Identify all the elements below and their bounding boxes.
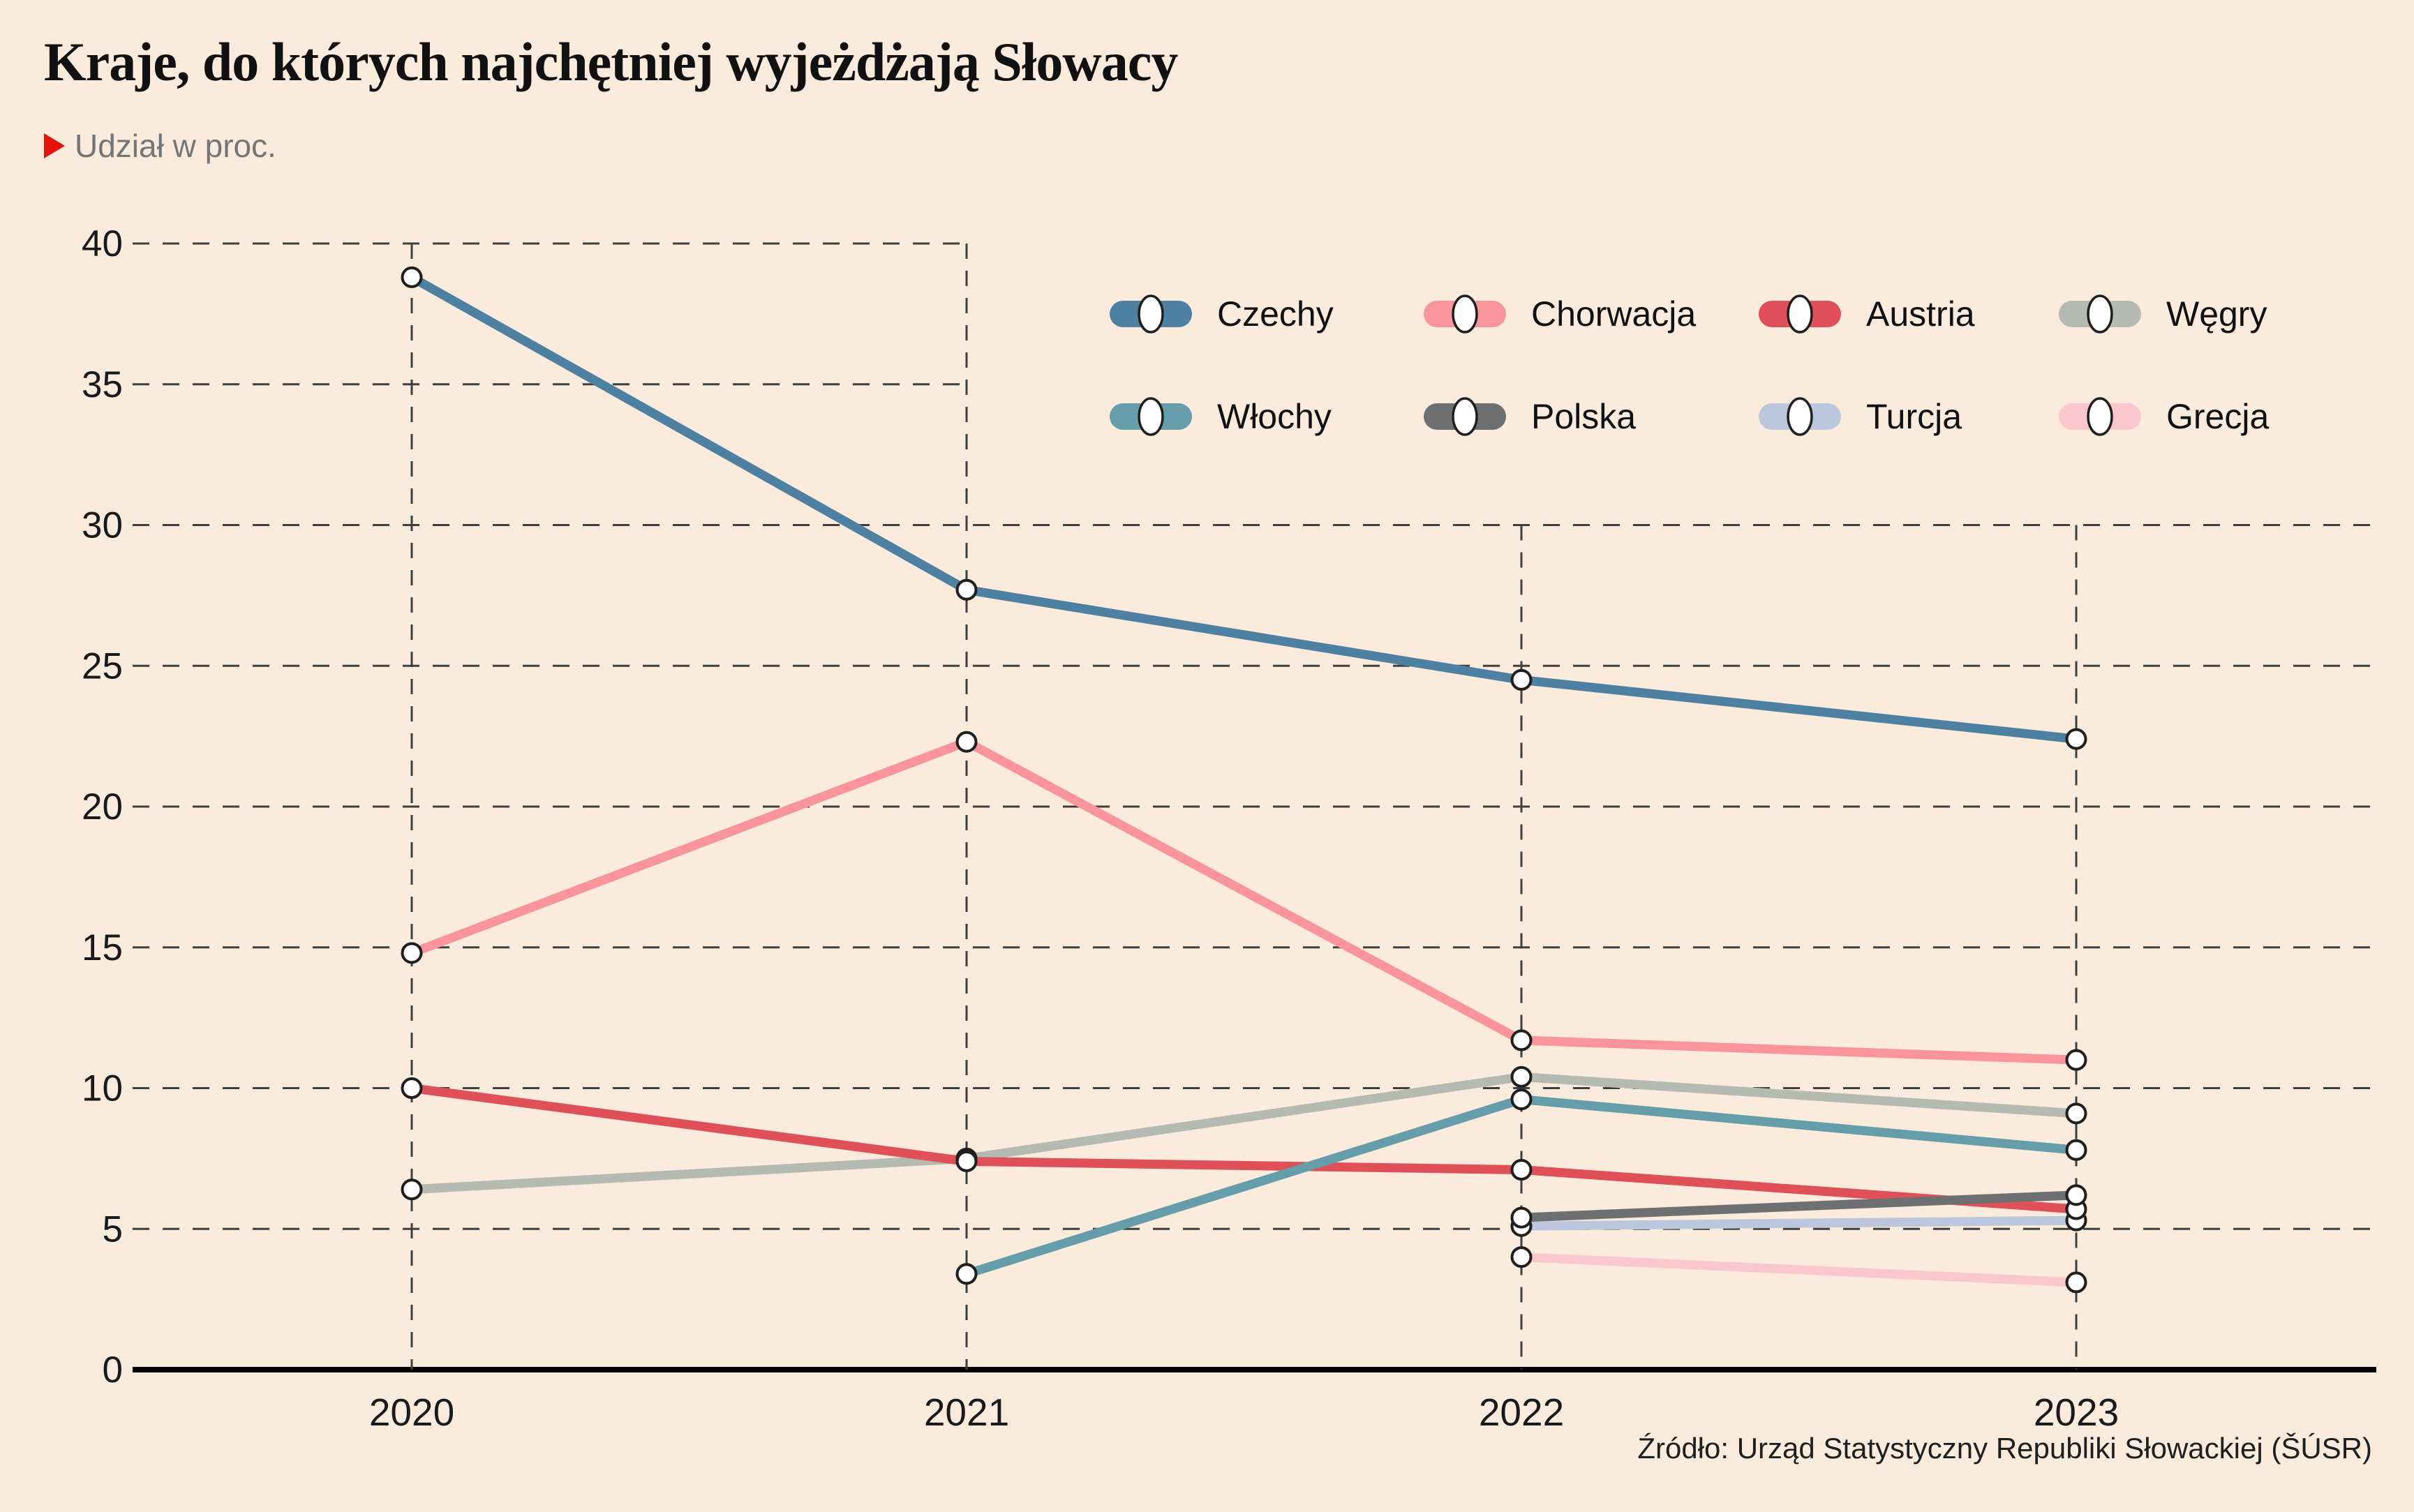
marker-wegry-2020 (401, 1178, 423, 1201)
marker-grecja-2023 (2065, 1271, 2087, 1294)
series-line-czechy (407, 272, 2081, 744)
chart-title: Kraje, do których najchętniej wyjeżdżają… (44, 31, 1178, 92)
marker-wegry-2022 (1510, 1065, 1533, 1088)
legend-marker-icon (1452, 397, 1478, 436)
legend-item-austria: Austria (1759, 294, 1975, 334)
y-tick-label-30: 30 (82, 505, 123, 546)
legend-label-wlochy: Włochy (1217, 397, 1332, 436)
source-note: Źródło: Urząd Statystyczny Republiki Sło… (1637, 1432, 2372, 1465)
legend-label-grecja: Grecja (2166, 397, 2269, 436)
y-tick-label-5: 5 (103, 1208, 123, 1250)
legend-item-polska: Polska (1424, 397, 1636, 436)
legend-marker-icon (1787, 397, 1813, 436)
x-tick-label-2022: 2022 (1479, 1391, 1564, 1434)
marker-grecja-2022 (1510, 1246, 1533, 1268)
legend-item-wlochy: Włochy (1110, 397, 1332, 436)
y-tick-label-35: 35 (82, 364, 123, 405)
marker-czechy-2023 (2065, 728, 2087, 750)
legend-item-czechy: Czechy (1110, 294, 1334, 334)
legend-label-austria: Austria (1866, 294, 1975, 334)
marker-wlochy-2021 (955, 1263, 978, 1285)
marker-wegry-2023 (2065, 1102, 2087, 1125)
y-tick-label-10: 10 (82, 1068, 123, 1109)
series-line-chorwacja (407, 737, 2081, 1065)
marker-czechy-2022 (1510, 668, 1533, 691)
marker-chorwacja-2022 (1510, 1029, 1533, 1051)
marker-austria-2020 (401, 1077, 423, 1099)
marker-wlochy-2022 (1510, 1088, 1533, 1111)
legend-label-polska: Polska (1531, 397, 1636, 436)
series-line-polska (1517, 1190, 2081, 1222)
legend-item-wegry: Węgry (2059, 294, 2267, 334)
marker-czechy-2020 (401, 266, 423, 288)
y-tick-label-20: 20 (82, 786, 123, 828)
x-tick-label-2023: 2023 (2034, 1391, 2119, 1434)
chart-subtitle-label: Udział w proc. (75, 128, 276, 164)
y-tick-label-15: 15 (82, 927, 123, 968)
y-tick-label-40: 40 (82, 223, 123, 264)
legend-marker-icon (2087, 294, 2113, 334)
marker-chorwacja-2020 (401, 942, 423, 964)
series-line-grecja (1517, 1252, 2081, 1287)
legend-label-chorwacja: Chorwacja (1531, 294, 1696, 334)
series-line-wegry (407, 1072, 2081, 1195)
marker-austria-2021 (955, 1150, 978, 1172)
legend-marker-icon (1452, 294, 1478, 334)
legend-item-grecja: Grecja (2059, 397, 2269, 436)
legend-marker-icon (1787, 294, 1813, 334)
marker-polska-2023 (2065, 1184, 2087, 1206)
series-line-austria (407, 1084, 2081, 1214)
marker-chorwacja-2021 (955, 731, 978, 753)
legend-marker-icon (1138, 397, 1164, 436)
legend-label-wegry: Węgry (2166, 294, 2267, 334)
marker-czechy-2021 (955, 578, 978, 601)
marker-austria-2022 (1510, 1159, 1533, 1181)
legend-label-czechy: Czechy (1217, 294, 1334, 334)
chart-subtitle: Udział w proc. (44, 127, 276, 165)
legend-item-turcja: Turcja (1759, 397, 1962, 436)
x-tick-label-2020: 2020 (369, 1391, 454, 1434)
legend-marker-icon (1138, 294, 1164, 334)
legend-item-chorwacja: Chorwacja (1424, 294, 1696, 334)
series-line-turcja (1517, 1215, 2081, 1231)
y-tick-label-25: 25 (82, 645, 123, 687)
marker-chorwacja-2023 (2065, 1049, 2087, 1071)
marker-wlochy-2023 (2065, 1139, 2087, 1161)
x-tick-label-2021: 2021 (924, 1391, 1009, 1434)
legend-marker-icon (2087, 397, 2113, 436)
red-triangle-icon (44, 133, 65, 158)
marker-polska-2022 (1510, 1206, 1533, 1229)
y-tick-label-0: 0 (103, 1349, 123, 1391)
legend-label-turcja: Turcja (1866, 397, 1962, 436)
